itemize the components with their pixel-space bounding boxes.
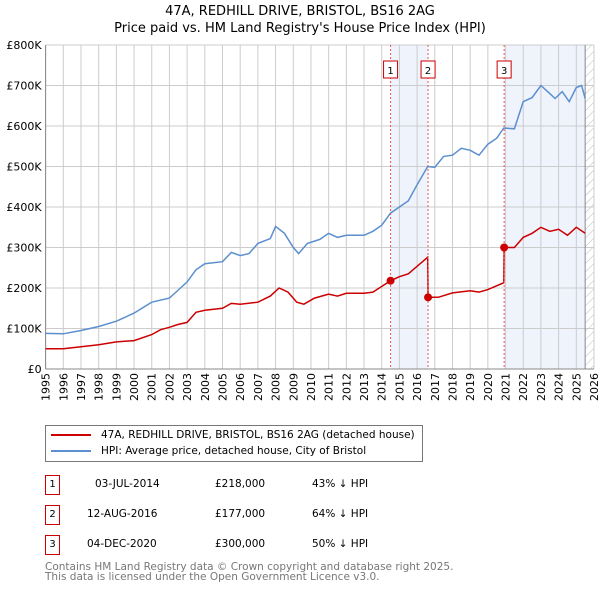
x-tick-label: 2002 bbox=[163, 373, 176, 401]
x-tick-label: 2016 bbox=[411, 373, 424, 401]
x-tick-label: 2003 bbox=[181, 373, 194, 401]
x-tick-label: 2006 bbox=[234, 373, 247, 401]
transaction-date: 12-AUG-2016 bbox=[87, 508, 158, 520]
footer-copyright: Contains HM Land Registry data © Crown c… bbox=[45, 561, 454, 573]
x-tick-label: 2015 bbox=[393, 373, 406, 401]
x-tick-label: 1999 bbox=[110, 373, 123, 401]
price-chart: 1995 1996 1997 1998 1999 2000 2001 2002 2003 2004… bbox=[6, 39, 600, 401]
marker-label: 2 bbox=[425, 66, 431, 77]
x-tick-label: 2000 bbox=[128, 373, 141, 401]
y-tick-label: £600K bbox=[6, 120, 42, 133]
chart-title: 47A, REDHILL DRIVE, BRISTOL, BS16 2AG bbox=[165, 4, 435, 19]
footer-licence: This data is licensed under the Open Gov… bbox=[45, 571, 380, 583]
transaction-date: 04-DEC-2020 bbox=[87, 538, 157, 550]
x-tick-label: 2008 bbox=[270, 373, 283, 401]
y-tick-label: £800K bbox=[6, 39, 42, 52]
x-tick-label: 2009 bbox=[287, 373, 300, 401]
y-tick-label: £300K bbox=[6, 242, 42, 255]
x-tick-label: 2014 bbox=[376, 373, 389, 401]
legend-hpi-line bbox=[51, 450, 91, 452]
legend: 47A, REDHILL DRIVE, BRISTOL, BS16 2AG (d… bbox=[45, 425, 423, 462]
sale-point bbox=[386, 276, 395, 285]
y-tick-label: £700K bbox=[6, 80, 42, 93]
chart-subtitle: Price paid vs. HM Land Registry's House … bbox=[114, 21, 486, 36]
y-tick-label: £100K bbox=[6, 323, 42, 336]
x-tick-label: 2010 bbox=[305, 373, 318, 401]
transaction-hpi-delta: 64% ↓ HPI bbox=[312, 508, 369, 520]
legend-hpi-label: HPI: Average price, detached house, City… bbox=[101, 445, 367, 457]
legend-property-line bbox=[51, 434, 91, 436]
x-tick-label: 2018 bbox=[446, 373, 459, 401]
x-tick-label: 2020 bbox=[482, 373, 495, 401]
legend-property-label: 47A, REDHILL DRIVE, BRISTOL, BS16 2AG (d… bbox=[101, 429, 415, 441]
x-tick-label: 2013 bbox=[358, 373, 371, 401]
x-tick-label: 2023 bbox=[535, 373, 548, 401]
x-tick-label: 2004 bbox=[199, 373, 212, 401]
sale-point bbox=[500, 243, 509, 252]
hpi-line bbox=[45, 84, 586, 335]
transaction-date: 03-JUL-2014 bbox=[95, 478, 160, 490]
transaction-marker-badge: 3 bbox=[45, 535, 60, 555]
transaction-row: 2 12-AUG-2016 £177,000 64% ↓ HPI bbox=[45, 505, 465, 525]
marker-badge bbox=[383, 60, 399, 79]
x-tick-label: 2026 bbox=[588, 373, 600, 401]
x-tick-label: 2017 bbox=[429, 373, 442, 401]
transaction-row: 1 03-JUL-2014 £218,000 43% ↓ HPI bbox=[45, 475, 465, 495]
x-tick-label: 2001 bbox=[146, 373, 159, 401]
marker-badge bbox=[420, 60, 436, 79]
marker-label: 1 bbox=[387, 66, 393, 77]
x-tick-label: 1995 bbox=[40, 373, 53, 401]
x-tick-label: 2012 bbox=[340, 373, 353, 401]
x-tick-label: 1996 bbox=[57, 373, 70, 401]
x-tick-label: 2025 bbox=[570, 373, 583, 401]
x-tick-label: 1997 bbox=[75, 373, 88, 401]
sale-point bbox=[424, 293, 433, 302]
marker-label: 3 bbox=[501, 66, 507, 77]
property-price-line bbox=[45, 226, 586, 350]
transaction-marker-badge: 1 bbox=[45, 475, 60, 495]
transaction-marker-badge: 2 bbox=[45, 505, 60, 525]
marker-badge bbox=[496, 60, 512, 79]
x-tick-label: 2022 bbox=[517, 373, 530, 401]
transaction-hpi-delta: 43% ↓ HPI bbox=[312, 478, 369, 490]
y-tick-label: £0 bbox=[28, 363, 42, 376]
transaction-hpi-delta: 50% ↓ HPI bbox=[312, 538, 369, 550]
x-tick-label: 2019 bbox=[464, 373, 477, 401]
x-tick-label: 2021 bbox=[500, 373, 513, 401]
x-tick-label: 1998 bbox=[93, 373, 106, 401]
y-tick-label: £500K bbox=[6, 161, 42, 174]
x-tick-label: 2005 bbox=[217, 373, 230, 401]
y-tick-label: £400K bbox=[6, 201, 42, 214]
transaction-price: £300,000 bbox=[215, 538, 266, 550]
y-tick-label: £200K bbox=[6, 282, 42, 295]
transaction-row: 3 04-DEC-2020 £300,000 50% ↓ HPI bbox=[45, 535, 465, 555]
x-tick-label: 2011 bbox=[323, 373, 336, 401]
transaction-price: £177,000 bbox=[215, 508, 266, 520]
x-tick-label: 2007 bbox=[252, 373, 265, 401]
transaction-price: £218,000 bbox=[215, 478, 266, 490]
x-tick-label: 2024 bbox=[553, 373, 566, 401]
